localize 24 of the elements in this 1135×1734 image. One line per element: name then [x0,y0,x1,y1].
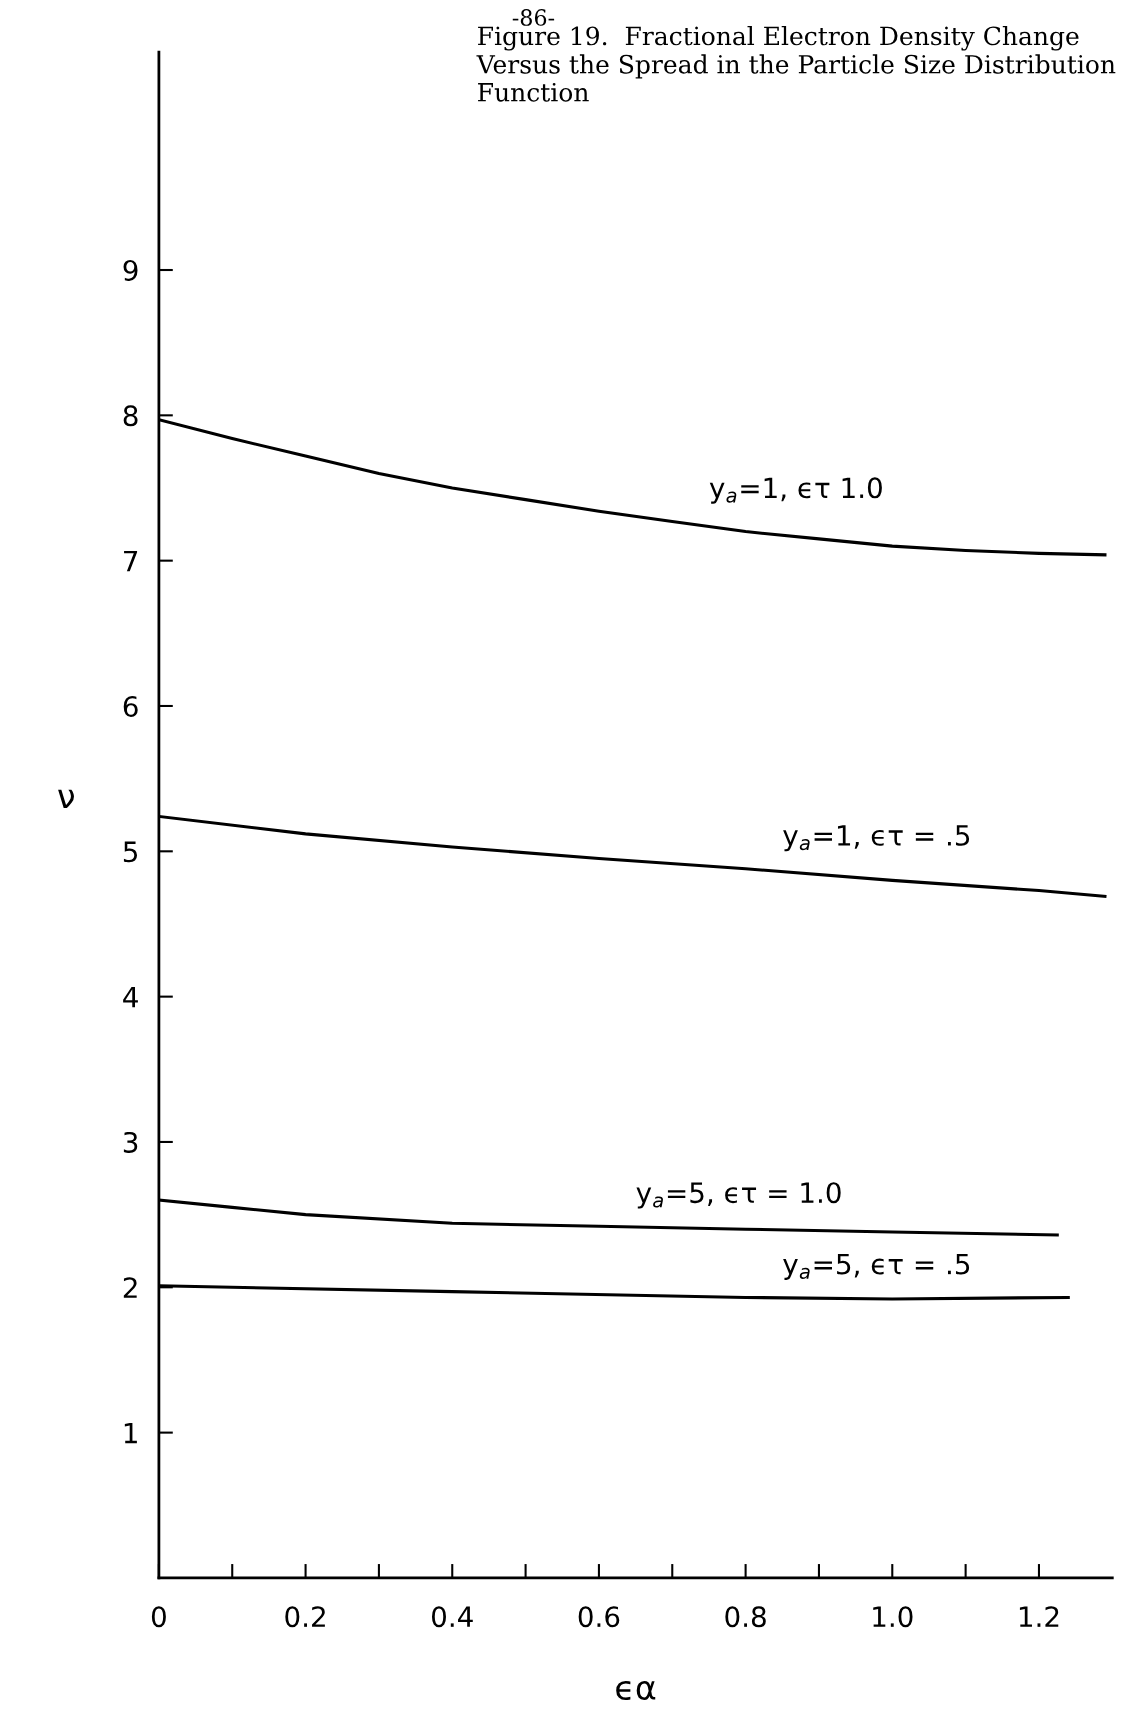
y-tick-label: 4 [123,986,138,1008]
series-label: y$_{a}$=5, ϵτ = 1.0 [636,1182,841,1209]
x-axis-title: ϵα [616,1680,656,1701]
y-tick-label: 2 [123,1277,137,1298]
x-tick-label: 0.2 [285,1606,325,1628]
x-tick-label: 1.2 [1019,1606,1059,1627]
y-tick-label: 6 [123,695,138,717]
series-label: y$_{a}$=5, ϵτ = .5 [783,1253,970,1280]
x-tick-label: 0.4 [432,1606,473,1628]
x-tick-label: 0.8 [725,1606,766,1628]
y-tick-label: 8 [123,405,138,427]
chart-title: Figure 19. Fractional Electron Density Change Versus the Spread in the Particle Size Distribution Function [476,26,1116,102]
y-tick-label: 7 [124,550,138,572]
y-tick-label: 3 [123,1131,138,1153]
y-tick-label: 9 [123,259,138,281]
text: -86- [512,9,555,26]
y-tick-label: 1 [124,1422,137,1444]
x-tick-label: 0.6 [578,1606,620,1628]
y-tick-label: 5 [123,841,138,863]
series-label: y$_{a}$=1, ϵτ 1.0 [709,477,882,504]
series-label: y$_{a}$=1, ϵτ = .5 [783,825,970,852]
x-tick-label: 1.0 [873,1606,913,1628]
x-tick-label: 0 [151,1606,166,1628]
y-axis-title: ν [58,789,74,809]
